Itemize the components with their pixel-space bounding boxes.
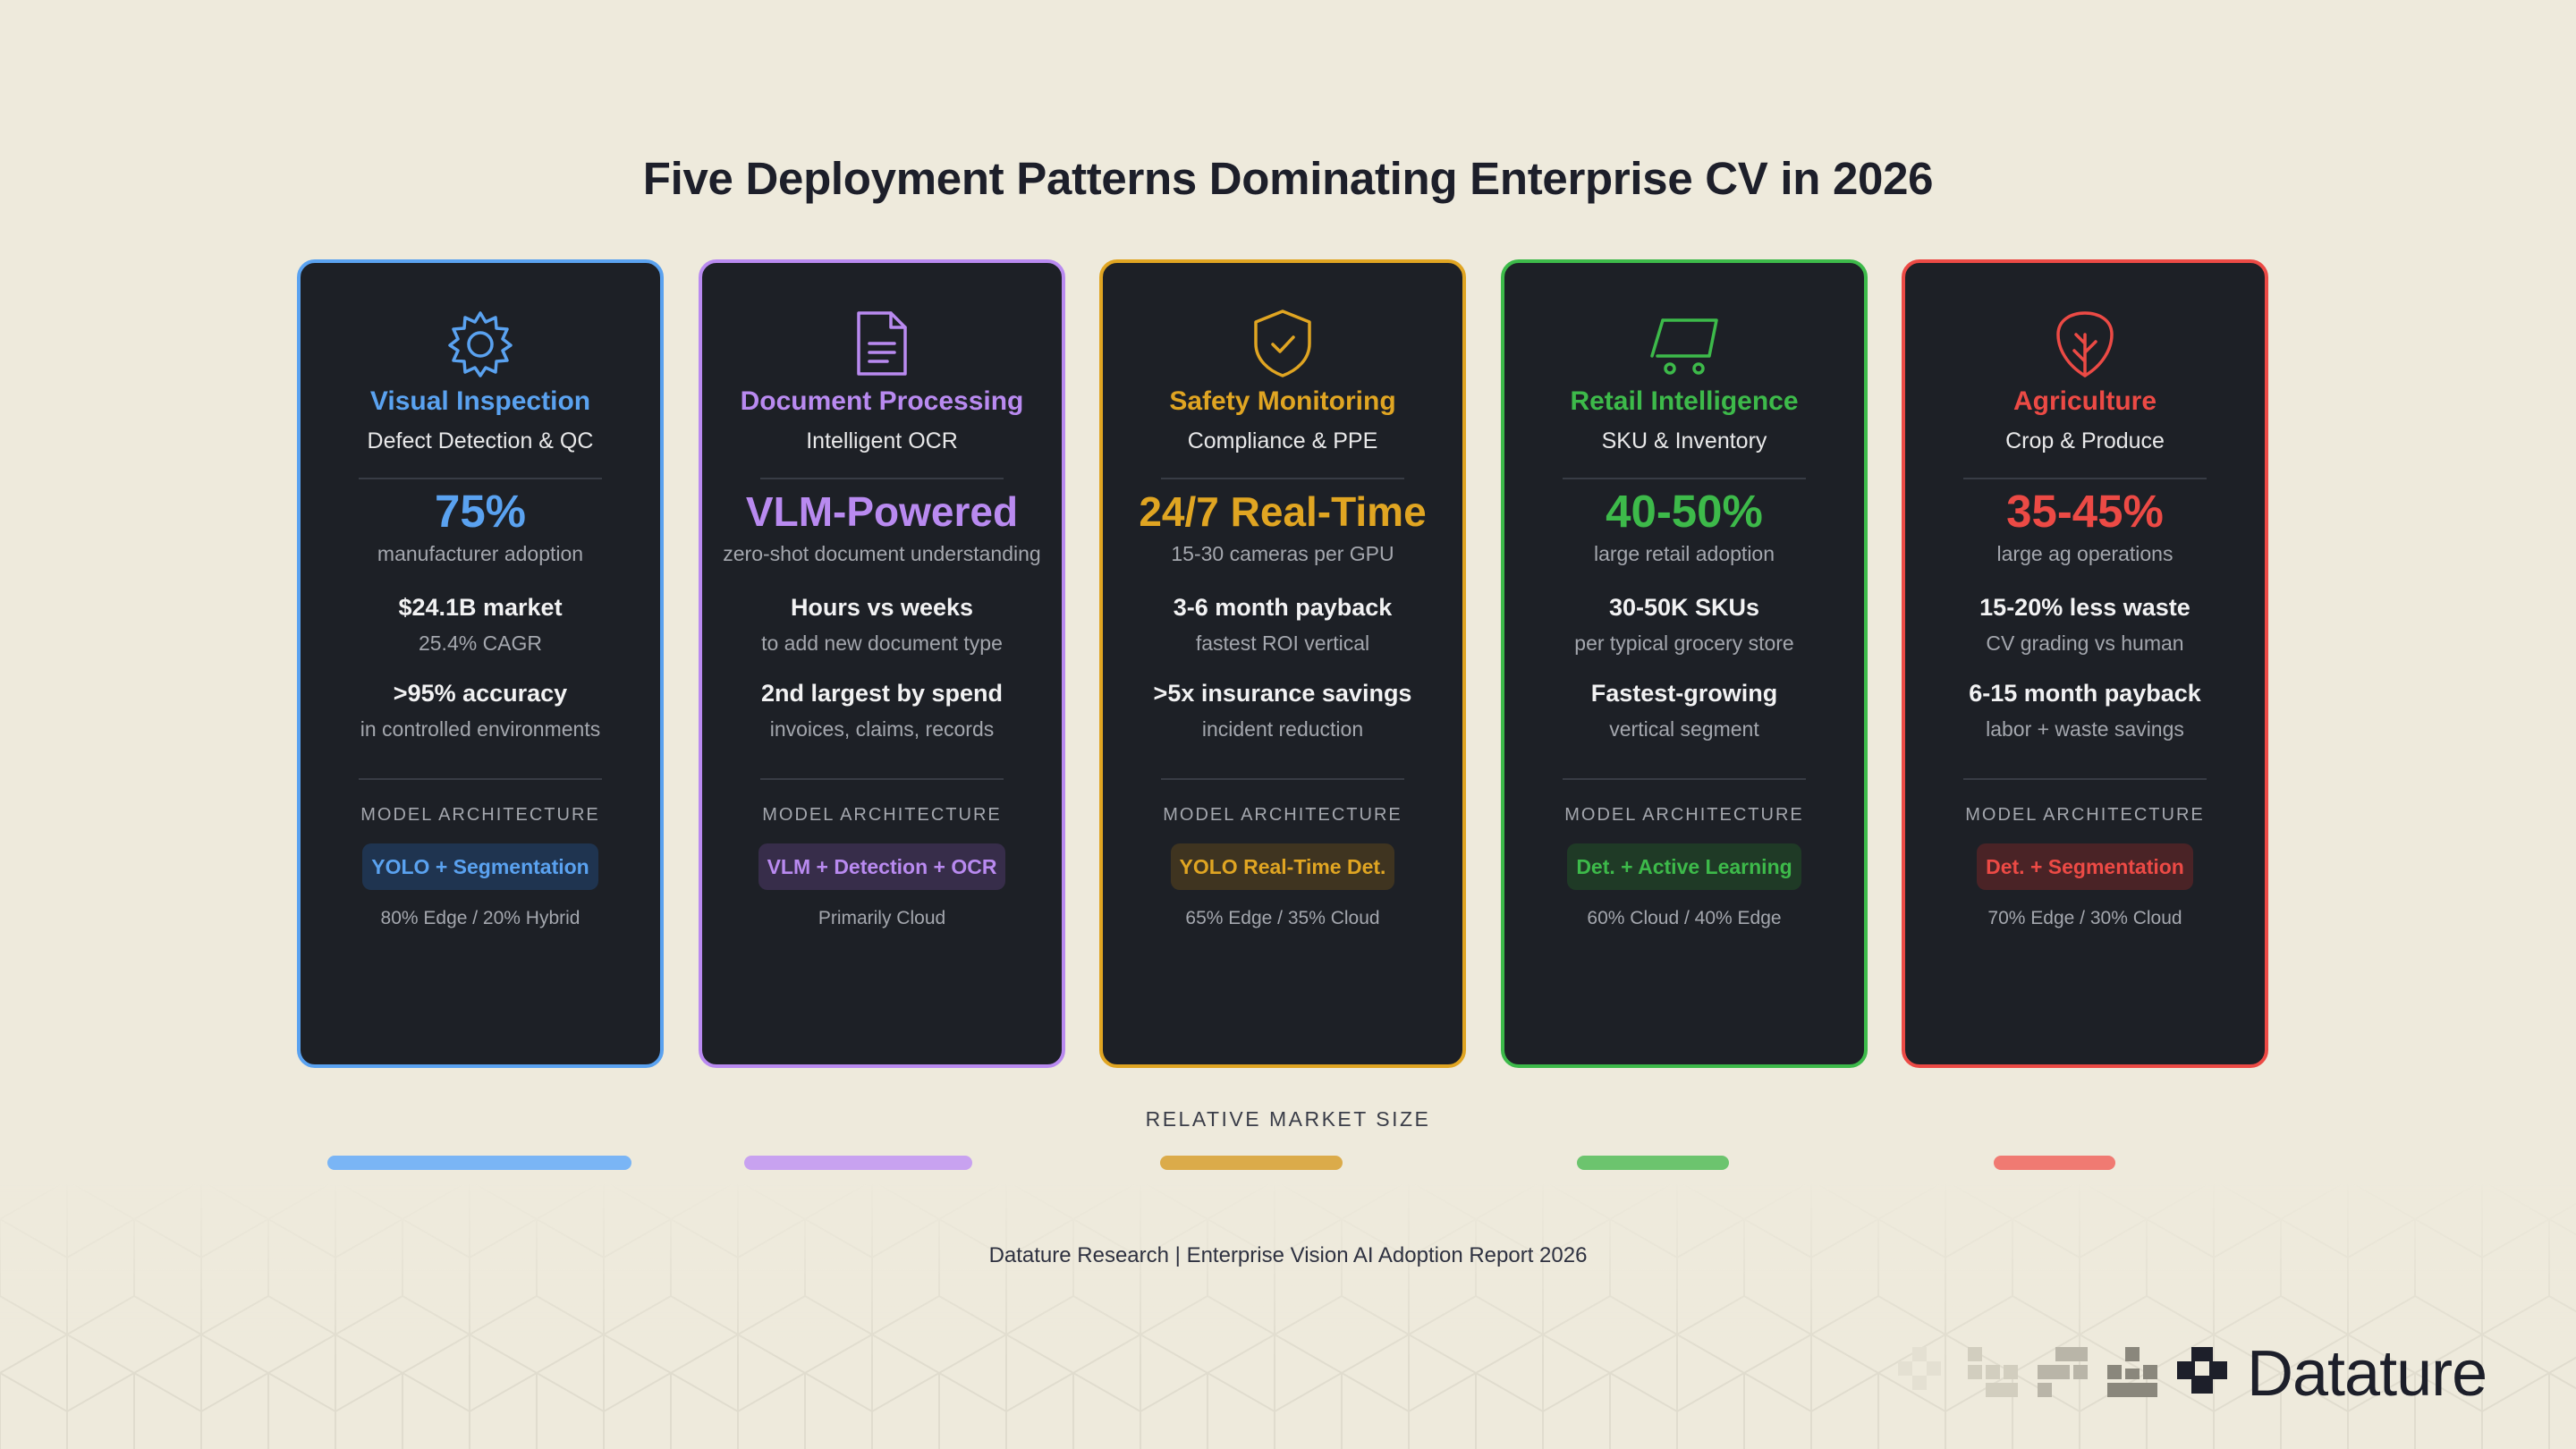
market-size-bar (327, 1156, 631, 1170)
stat-1: Hours vs weeks (790, 594, 974, 621)
divider (1963, 478, 2207, 479)
headline-stat-caption: large retail adoption (1593, 542, 1775, 565)
deployment-split: 70% Edge / 30% Cloud (1987, 908, 2182, 928)
stat-2: 6-15 month payback (1969, 680, 2201, 707)
headline-stat: VLM-Powered (745, 488, 1019, 535)
shield-check-icon (1254, 309, 1311, 377)
architecture-chip: Det. + Active Learning (1567, 843, 1801, 890)
background-pattern (0, 1181, 2576, 1449)
divider (1563, 778, 1806, 780)
card-safety-monitoring: Safety Monitoring Compliance & PPE 24/7 … (1099, 259, 1466, 1068)
card-title: Agriculture (2012, 386, 2157, 416)
divider (359, 478, 602, 479)
stat-2: 2nd largest by spend (760, 680, 1004, 707)
stat-1: $24.1B market (398, 594, 563, 621)
headline-stat: 24/7 Real-Time (1139, 488, 1427, 535)
headline-stat-caption: zero-shot document understanding (723, 542, 1041, 565)
divider (1161, 478, 1404, 479)
card-subtitle: Crop & Produce (2005, 428, 2165, 453)
architecture-label: MODEL ARCHITECTURE (360, 805, 600, 825)
card-title: Visual Inspection (369, 386, 591, 416)
card-subtitle: Compliance & PPE (1187, 428, 1378, 453)
footer-source: Datature Research | Enterprise Vision AI… (988, 1243, 1588, 1267)
leaf-icon (2056, 311, 2114, 377)
stat-1-caption: fastest ROI vertical (1195, 631, 1370, 655)
brand-name: Datature (2247, 1338, 2487, 1410)
divider (359, 778, 602, 780)
stat-1-caption: to add new document type (761, 631, 1003, 655)
card-agriculture: Agriculture Crop & Produce 35-45% large … (1902, 259, 2268, 1068)
gear-icon (448, 311, 513, 377)
datature-logo-icon (1898, 1347, 2227, 1397)
market-size-bar (1160, 1156, 1343, 1170)
card-visual-inspection: Visual Inspection Defect Detection & QC … (297, 259, 664, 1068)
stat-1-caption: CV grading vs human (1986, 631, 2184, 655)
card-title: Retail Intelligence (1570, 386, 1799, 416)
divider (1963, 778, 2207, 780)
divider (760, 478, 1004, 479)
headline-stat-caption: 15-30 cameras per GPU (1171, 542, 1394, 565)
architecture-label: MODEL ARCHITECTURE (1564, 805, 1804, 825)
divider (1563, 478, 1806, 479)
stat-2-caption: vertical segment (1609, 717, 1759, 741)
architecture-label: MODEL ARCHITECTURE (762, 805, 1002, 825)
stat-2-caption: incident reduction (1201, 717, 1364, 741)
architecture-label: MODEL ARCHITECTURE (1163, 805, 1402, 825)
cart-icon (1650, 318, 1718, 375)
card-title: Document Processing (740, 386, 1024, 416)
divider (1161, 778, 1404, 780)
stat-1-caption: per typical grocery store (1574, 631, 1794, 655)
headline-stat: 75% (434, 486, 527, 537)
deployment-split: 80% Edge / 20% Hybrid (380, 908, 580, 928)
stat-2: Fastest-growing (1590, 680, 1778, 707)
deployment-split: Primarily Cloud (818, 908, 946, 928)
card-retail-intelligence: Retail Intelligence SKU & Inventory 40-5… (1501, 259, 1868, 1068)
market-size-bar (744, 1156, 972, 1170)
stat-1: 15-20% less waste (1979, 594, 2190, 621)
architecture-chip: VLM + Detection + OCR (758, 843, 1006, 890)
market-size-bar (1577, 1156, 1729, 1170)
architecture-chip: YOLO + Segmentation (362, 843, 598, 890)
card-subtitle: Intelligent OCR (806, 428, 958, 453)
market-size-label: RELATIVE MARKET SIZE (1145, 1107, 1431, 1131)
document-icon (857, 311, 907, 376)
stat-2-caption: invoices, claims, records (769, 717, 995, 741)
stat-1-caption: 25.4% CAGR (418, 631, 543, 655)
card-subtitle: Defect Detection & QC (367, 428, 594, 453)
market-size-bar (1994, 1156, 2115, 1170)
deployment-split: 65% Edge / 35% Cloud (1185, 908, 1380, 928)
divider (760, 778, 1004, 780)
headline-stat: 40-50% (1606, 486, 1763, 537)
card-document-processing: Document Processing Intelligent OCR VLM-… (699, 259, 1065, 1068)
stat-2: >5x insurance savings (1153, 680, 1412, 707)
headline-stat-caption: large ag operations (1996, 542, 2174, 565)
architecture-chip: Det. + Segmentation (1977, 843, 2193, 890)
stat-2-caption: in controlled environments (360, 717, 601, 741)
stat-2-caption: labor + waste savings (1986, 717, 2184, 741)
headline-stat: 35-45% (2006, 486, 2164, 537)
card-title: Safety Monitoring (1169, 386, 1396, 416)
stat-1: 30-50K SKUs (1608, 594, 1760, 621)
card-subtitle: SKU & Inventory (1601, 428, 1767, 453)
headline-stat-caption: manufacturer adoption (377, 542, 584, 565)
stat-2: >95% accuracy (393, 680, 568, 707)
stat-1: 3-6 month payback (1173, 594, 1393, 621)
architecture-label: MODEL ARCHITECTURE (1965, 805, 2205, 825)
architecture-chip: YOLO Real-Time Det. (1170, 843, 1395, 890)
deployment-split: 60% Cloud / 40% Edge (1587, 908, 1782, 928)
page-title: Five Deployment Patterns Dominating Ente… (642, 153, 1934, 204)
